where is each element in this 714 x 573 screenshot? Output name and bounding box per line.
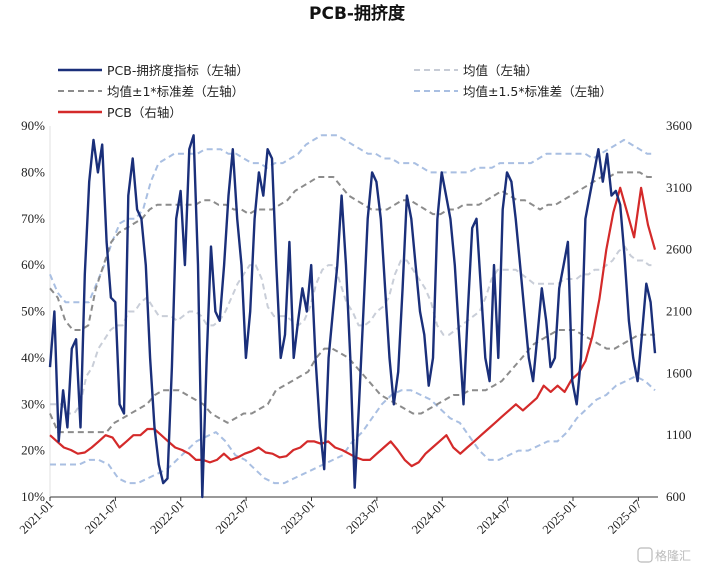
x-tick-label: 2022-01 (148, 497, 187, 536)
y-right-tick-label: 2100 (666, 304, 692, 319)
series-line-std1_upper (49, 171, 655, 331)
x-tick-label: 2023-07 (344, 497, 383, 536)
y-left-tick-label: 90% (21, 118, 45, 133)
x-tick-label: 2025-01 (540, 497, 579, 536)
y-left-tick-label: 70% (21, 211, 45, 226)
series-line-std15_upper (49, 134, 655, 304)
legend-label: 均值（左轴） (463, 63, 538, 78)
y-right-tick-label: 3600 (666, 118, 692, 133)
y-left-tick-label: 40% (21, 350, 45, 365)
watermark-text: 格隆汇 (655, 548, 691, 563)
legend-label: PCB（右轴） (107, 105, 182, 120)
series-line-crowd (48, 134, 657, 499)
watermark: 格隆汇 (637, 547, 691, 563)
y-right-tick-label: 1600 (666, 365, 692, 380)
legend-label: 均值±1*标准差（左轴） (107, 84, 244, 99)
x-tick-label: 2024-07 (474, 497, 513, 536)
y-left-tick-label: 30% (21, 396, 45, 411)
x-tick-label: 2022-07 (213, 497, 252, 536)
legend-label: 均值±1.5*标准差（左轴） (463, 84, 612, 99)
y-right-tick-label: 600 (666, 489, 686, 504)
x-tick-label: 2023-01 (278, 497, 317, 536)
y-right-tick-label: 2600 (666, 242, 692, 257)
x-tick-label: 2025-07 (605, 497, 644, 536)
x-tick-label: 2024-01 (409, 497, 448, 536)
y-right-tick-label: 3100 (666, 180, 692, 195)
y-left-tick-label: 80% (21, 164, 45, 179)
chart-title: PCB-拥挤度 (309, 3, 406, 24)
series-line-mean (50, 245, 655, 415)
legend-label: PCB-拥挤度指标（左轴） (107, 63, 249, 78)
y-left-tick-label: 60% (21, 257, 45, 272)
watermark-logo-icon (637, 547, 653, 563)
y-left-tick-label: 50% (21, 304, 45, 319)
y-left-tick-label: 20% (21, 443, 45, 458)
y-right-tick-label: 1100 (666, 427, 692, 442)
series-line-std1_lower (49, 329, 655, 434)
y-left-tick-label: 10% (21, 489, 45, 504)
legend: PCB-拥挤度指标（左轴） 均值（左轴） 均值±1*标准差（左轴） 均值±1.5*标准… (58, 63, 612, 120)
plot-area (48, 134, 657, 499)
x-tick-label: 2021-07 (82, 497, 121, 536)
